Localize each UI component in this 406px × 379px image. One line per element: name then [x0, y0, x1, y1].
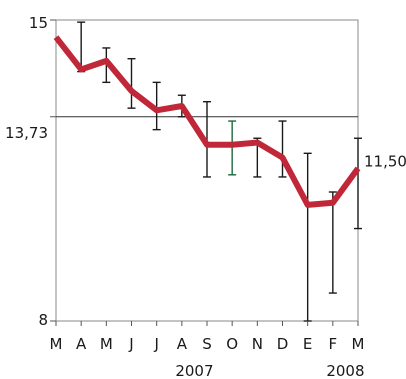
- error-bar: [303, 152, 312, 322]
- error-bar: [127, 58, 136, 109]
- error-bar: [228, 120, 237, 176]
- x-tick-label: J: [128, 335, 133, 353]
- y-tick-label: 13,73: [5, 124, 48, 142]
- error-bar: [152, 81, 161, 131]
- x-tick-label: M: [100, 335, 113, 353]
- y-tick-label: 8: [38, 311, 48, 329]
- x-tick-label: F: [329, 335, 338, 353]
- end-value-label: 11,50: [364, 152, 406, 170]
- x-tick-label: M: [50, 335, 63, 353]
- year-label: 2007: [175, 362, 213, 379]
- error-bar: [328, 191, 337, 294]
- x-tick-label: D: [277, 335, 289, 353]
- x-tick-label: E: [303, 335, 312, 353]
- x-tick-label: N: [252, 335, 263, 353]
- x-tick-label: J: [153, 335, 158, 353]
- x-tick-label: S: [202, 335, 212, 353]
- x-tick-label: O: [226, 335, 238, 353]
- y-tick-label: 15: [29, 14, 48, 32]
- error-bar: [354, 137, 362, 230]
- x-tick-label: A: [76, 335, 87, 353]
- year-label: 2008: [326, 362, 364, 379]
- x-tick-label: A: [177, 335, 188, 353]
- x-tick-label: M: [352, 335, 365, 353]
- error-bar: [278, 120, 287, 178]
